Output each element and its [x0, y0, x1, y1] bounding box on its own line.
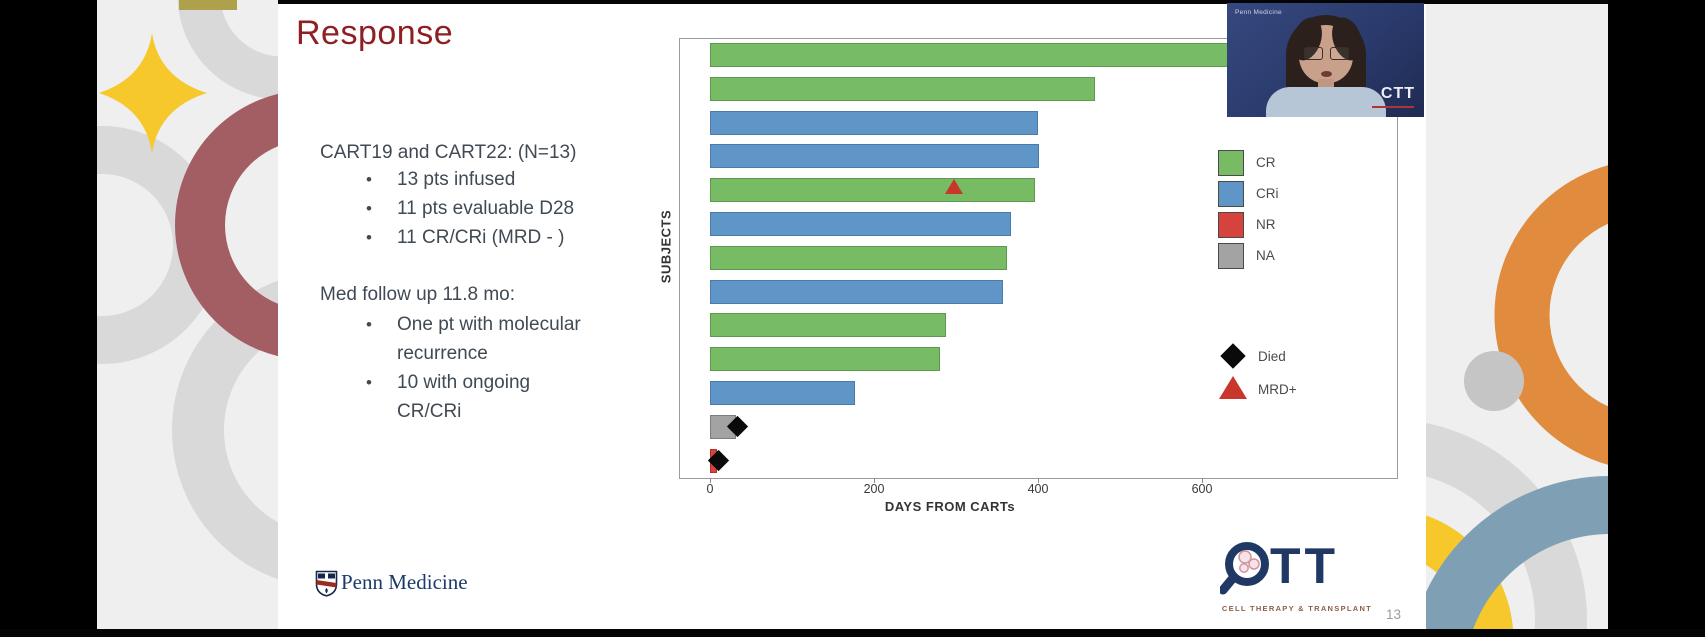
penn-medicine-wordmark: Penn Medicine — [341, 570, 468, 594]
presenter-glasses-right-lens — [1330, 47, 1349, 60]
bullet-item: 13 pts infused — [366, 165, 587, 194]
block2-bullets: One pt with molecular recurrence10 with … — [366, 310, 587, 426]
legend-label-na: NA — [1256, 248, 1275, 263]
block1-bullets: 13 pts infused11 pts evaluable D2811 CR/… — [366, 165, 587, 252]
bullet-item: One pt with molecular recurrence — [366, 310, 587, 368]
chart-bar-cr — [710, 347, 940, 372]
x-tick-mark — [710, 478, 711, 483]
presenter-shoulders — [1266, 87, 1386, 117]
presenter-glasses-left-lens — [1304, 47, 1323, 60]
bullet-item: 11 pts evaluable D28 — [366, 194, 587, 223]
ctt-logo-letters: TT — [1270, 538, 1339, 594]
legend-mrd-icon — [1219, 376, 1247, 399]
ctt-logo: TT — [1220, 538, 1339, 595]
chart-bar-cr — [710, 245, 1007, 270]
x-tick-label: 400 — [1027, 482, 1049, 496]
chart-bar-cr — [710, 76, 1096, 101]
legend-label-cri: CRi — [1256, 186, 1279, 201]
chart-bar-cr — [710, 178, 1035, 203]
webcam-ctt-logo: CTT — [1380, 85, 1415, 102]
x-tick-mark — [874, 478, 875, 483]
legend-swatch-cri — [1218, 181, 1244, 207]
chart-bar-cr — [710, 313, 947, 338]
chart-bar-cri — [710, 212, 1011, 236]
chart-bar-cri — [710, 144, 1039, 169]
block1-heading: CART19 and CART22: (N=13) — [320, 142, 577, 163]
chart-bar-cri — [710, 381, 856, 405]
ctt-caption: CELL THERAPY & TRANSPLANT — [1221, 604, 1373, 613]
block2-heading: Med follow up 11.8 mo: — [320, 284, 516, 305]
legend-label-nr: NR — [1256, 217, 1276, 232]
chart-bar-cr — [710, 43, 1284, 67]
bullet-item: 11 CR/CRi (MRD - ) — [366, 223, 587, 252]
legend-label-mrd: MRD+ — [1258, 382, 1297, 397]
chart-bar-cri — [710, 279, 1003, 304]
bottom-letterbox — [0, 629, 1705, 637]
page-number: 13 — [1386, 607, 1402, 622]
x-tick-mark — [1038, 478, 1039, 483]
legend-label-cr: CR — [1256, 155, 1276, 170]
webcam-ctt-logo-underline — [1372, 105, 1414, 108]
presenter-mouth — [1321, 71, 1332, 77]
slide-title: Response — [296, 14, 454, 52]
right-decoration — [1426, 165, 1608, 637]
left-decoration — [97, 0, 278, 580]
chart-bar-cri — [710, 110, 1038, 135]
legend-swatch-cr — [1218, 150, 1244, 176]
x-axis-label: DAYS FROM CARTs — [884, 499, 1016, 514]
legend-label-died: Died — [1258, 349, 1286, 364]
legend-swatch-na — [1218, 243, 1244, 269]
x-tick-label: 600 — [1191, 482, 1213, 496]
mrd-plus-marker — [944, 179, 963, 195]
y-axis-label: SUBJECTS — [658, 209, 674, 284]
penn-medicine-shield-icon — [315, 570, 338, 597]
x-tick-label: 200 — [863, 482, 885, 496]
legend-swatch-nr — [1218, 212, 1244, 238]
x-tick-label: 0 — [706, 482, 714, 496]
bullet-item: 10 with ongoing CR/CRi — [366, 368, 587, 426]
webcam-watermark: Penn Medicine — [1235, 9, 1282, 16]
top-letterbox — [278, 0, 1608, 4]
x-tick-mark — [1202, 478, 1203, 483]
presenter-webcam-video[interactable]: Penn Medicine CTT — [1227, 3, 1424, 117]
